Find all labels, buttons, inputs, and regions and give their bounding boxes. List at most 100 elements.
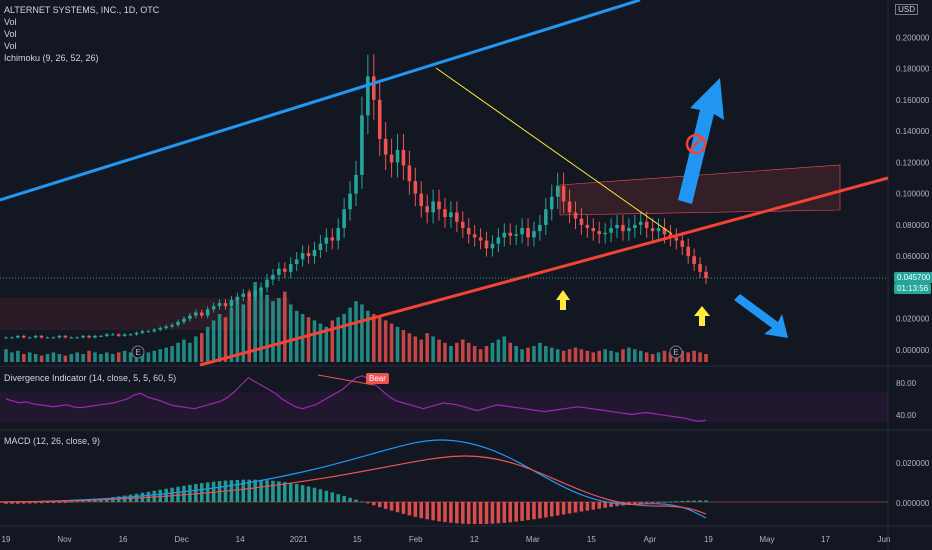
candle-body bbox=[360, 115, 364, 175]
macd-histogram-bar bbox=[389, 502, 394, 511]
volume-bar bbox=[532, 346, 536, 362]
macd-histogram-bar bbox=[704, 500, 708, 502]
macd-histogram-bar bbox=[692, 500, 696, 502]
time-tick-label: 19 bbox=[2, 535, 11, 544]
candle-body bbox=[312, 249, 317, 257]
candle-body bbox=[16, 335, 20, 338]
macd-histogram-bar bbox=[4, 502, 8, 504]
macd-histogram-bar bbox=[330, 492, 335, 502]
study-vol-2[interactable]: Vol bbox=[4, 29, 17, 39]
macd-histogram-bar bbox=[561, 502, 566, 515]
macd-histogram-bar bbox=[443, 502, 447, 523]
volume-bar bbox=[182, 339, 186, 362]
candle-body bbox=[490, 243, 495, 249]
candle-body bbox=[484, 240, 489, 249]
time-tick-label: 2021 bbox=[290, 535, 308, 544]
volume-bar bbox=[354, 301, 358, 362]
volume-bar bbox=[99, 354, 103, 362]
time-tick-label: Nov bbox=[57, 535, 71, 544]
macd-histogram-bar bbox=[288, 482, 293, 502]
candle-body bbox=[573, 212, 578, 219]
candle-body bbox=[538, 224, 542, 232]
macd-histogram-bar bbox=[75, 501, 79, 503]
macd-title[interactable]: MACD (12, 26, close, 9) bbox=[4, 436, 101, 446]
candle-body bbox=[591, 228, 596, 232]
volume-bar bbox=[348, 307, 352, 362]
volume-bar bbox=[235, 298, 240, 362]
candle-body bbox=[383, 138, 388, 155]
volume-bar bbox=[686, 352, 690, 362]
macd-histogram-bar bbox=[294, 483, 299, 502]
candle-body bbox=[377, 99, 382, 139]
candle-body bbox=[265, 279, 269, 288]
price-tick-label: 0.200000 bbox=[896, 33, 930, 42]
volume-bar bbox=[597, 350, 601, 362]
macd-histogram-bar bbox=[609, 502, 613, 508]
candle-body bbox=[105, 334, 109, 336]
candle-body bbox=[51, 337, 56, 339]
candle-body bbox=[532, 231, 536, 238]
price-tick-label: 0.140000 bbox=[896, 127, 930, 136]
macd-histogram-bar bbox=[603, 502, 607, 508]
macd-histogram-bar bbox=[425, 502, 429, 520]
volume-bar bbox=[288, 304, 293, 362]
macd-histogram-bar bbox=[283, 482, 287, 502]
volume-bar bbox=[277, 298, 281, 362]
yellow-arrow-up bbox=[694, 306, 710, 326]
macd-histogram-bar bbox=[532, 502, 536, 520]
macd-histogram-bar bbox=[51, 502, 56, 503]
candle-body bbox=[466, 228, 471, 235]
macd-histogram-bar bbox=[585, 502, 590, 511]
macd-histogram-bar bbox=[205, 482, 210, 502]
last-price-badge: 0.045700 bbox=[894, 272, 932, 283]
candle-body bbox=[63, 335, 68, 338]
candle-body bbox=[39, 335, 44, 338]
volume-bar bbox=[585, 350, 590, 362]
volume-bar bbox=[294, 310, 299, 362]
study-ichimoku[interactable]: Ichimoku (9, 26, 52, 26) bbox=[4, 53, 99, 63]
volume-bar bbox=[615, 352, 619, 362]
macd-histogram-bar bbox=[39, 502, 44, 504]
earnings-marker bbox=[131, 345, 145, 359]
candle-body bbox=[99, 335, 103, 337]
price-tick-label: 0.180000 bbox=[896, 65, 930, 74]
bear-label: Bear bbox=[366, 373, 389, 384]
candle-body bbox=[27, 337, 32, 339]
macd-histogram-bar bbox=[33, 502, 38, 504]
candle-body bbox=[413, 181, 418, 194]
macd-histogram-bar bbox=[419, 502, 424, 519]
yellow-arrow-up bbox=[556, 290, 570, 310]
candle-body bbox=[158, 328, 163, 330]
symbol-title[interactable]: ALTERNET SYSTEMS, INC., 1D, OTC bbox=[4, 5, 160, 15]
study-vol-1[interactable]: Vol bbox=[4, 17, 17, 27]
volume-bar bbox=[680, 350, 685, 362]
volume-bar bbox=[633, 349, 637, 362]
candle-body bbox=[294, 259, 299, 264]
currency-label[interactable]: USD bbox=[895, 4, 918, 15]
volume-bar bbox=[51, 352, 56, 362]
volume-bar bbox=[259, 288, 263, 362]
volume-bar bbox=[45, 354, 50, 362]
candle-body bbox=[627, 228, 631, 232]
macd-histogram-bar bbox=[449, 502, 453, 523]
volume-bar bbox=[16, 350, 20, 362]
divergence-title[interactable]: Divergence Indicator (14, close, 5, 5, 6… bbox=[4, 373, 177, 383]
candle-body bbox=[283, 268, 287, 272]
study-vol-3[interactable]: Vol bbox=[4, 41, 17, 51]
macd-histogram-bar bbox=[271, 480, 275, 502]
macd-histogram-bar bbox=[502, 502, 507, 523]
candle-body bbox=[621, 224, 625, 232]
volume-bar bbox=[211, 320, 216, 362]
volume-bar bbox=[603, 349, 607, 362]
candle-body bbox=[472, 234, 477, 238]
candle-body bbox=[443, 209, 447, 218]
price-tick-label: 0.160000 bbox=[896, 96, 930, 105]
time-tick-label: 15 bbox=[353, 535, 362, 544]
candle-body bbox=[615, 224, 619, 229]
candle-body bbox=[45, 337, 50, 339]
macd-histogram-bar bbox=[22, 502, 26, 504]
volume-bar bbox=[621, 349, 625, 362]
candle-body bbox=[372, 76, 376, 100]
candle-body bbox=[579, 218, 584, 225]
